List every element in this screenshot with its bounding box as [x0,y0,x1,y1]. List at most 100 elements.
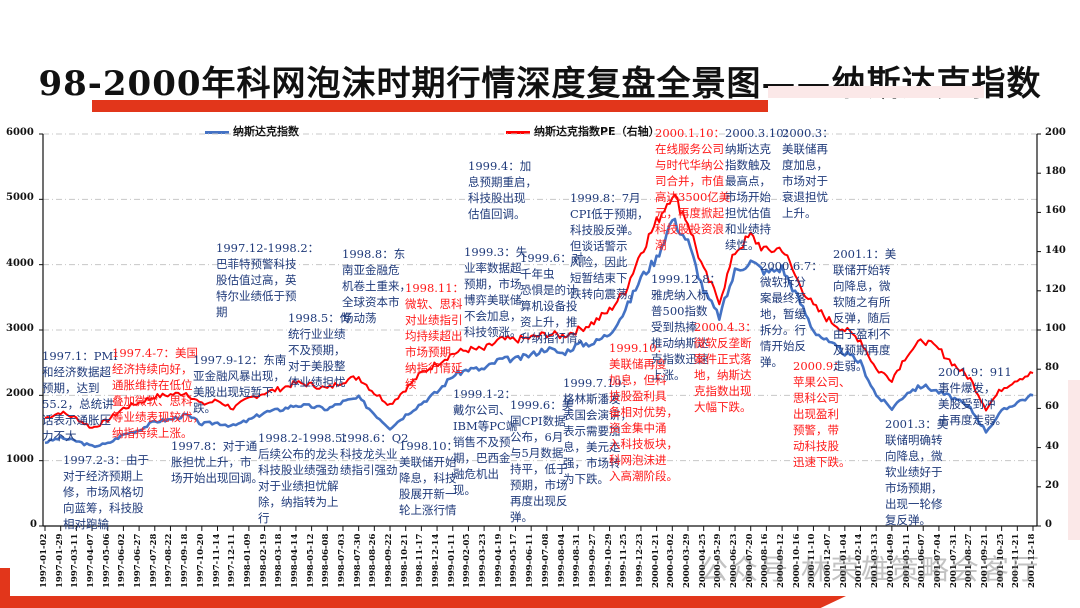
x-tick-label: 1999-11-25 [619,533,630,588]
x-tick-label: 1998-03-18 [274,533,285,588]
x-tick-label: 1997-01-29 [54,533,65,588]
legend-label: 纳斯达克指数PE（右轴） [534,125,660,138]
annotation-a4: 1997.8：对于通 胀担忧上升，市 场开始出现回调。 [171,439,263,485]
annotation-a25: 2000.4.3： 微软反垄断 案件正式落 地，纳斯达 克指数出现 大幅下跌。 [694,320,757,414]
x-tick-label: 1999-03-23 [478,533,489,588]
x-tick-label: 1998-12-14 [431,533,442,588]
x-tick-label: 1999-08-31 [572,533,583,588]
x-tick-label: 1998-05-12 [305,533,316,588]
annotation-a26: 2000.6.7： 微软拆分 案最终落 地，暂缓 拆分。行 情开始反 弹。 [760,259,823,369]
x-tick-label: 1998-07-30 [352,533,363,588]
x-tick-label: 1999-10-29 [603,533,614,588]
title-underline-bar [92,100,768,112]
x-tick-label: 1999-12-23 [634,533,645,588]
y-tick-label-right: 20 [1045,479,1059,491]
annotation-a30: 2001.9：911 事件爆发， 美股受到冲 击再度走弱。 [938,365,1012,427]
y-tick-label-right: 180 [1045,166,1066,178]
y-tick-label-right: 200 [1045,127,1066,138]
annotation-a19: 1999.8：7月 CPI低于预期， 科技股反弹。 但谈话警示 风险，因此 短暂… [570,191,649,301]
y-tick-label: 4000 [6,257,34,269]
x-tick-label: 1998-11-17 [415,533,426,588]
x-tick-label: 1999-07-08 [540,533,551,588]
annotation-a29: 2001.3：美 联储明确转 向降息，微 软业绩好于 市场预期， 出现一轮修 复… [885,417,949,527]
annotation-a10: 1998.8：东 南亚金融危 机卷土重来， 全球资本市 场动荡 [342,247,411,325]
x-tick-label: 1998-04-14 [289,533,300,588]
annotation-a18: 1999.7.19： 格林斯潘发 表国会演讲， 表示需要加 息，美元走 强，市场… [563,376,634,486]
x-tick-label: 1999-01-11 [446,533,457,588]
watermark: 公众号·林荣雄策略会客厅 [700,553,1041,586]
annotation-a3: 1997.4-7：美国 经济持续向好， 通胀维持在低位 叠加微软、思科 等业绩表… [112,346,204,440]
y-tick-label: 5000 [6,192,34,204]
y-tick-label: 2000 [6,388,34,400]
y-tick-label: 0 [30,519,37,530]
x-tick-label: 1997-06-02 [117,533,128,588]
x-tick-label: 2000-03-29 [681,533,692,588]
y-tick-label-right: 140 [1045,244,1066,256]
x-tick-label: 1997-04-07 [86,533,97,588]
bottom-accent-bar [0,596,846,608]
corner-decoration [0,568,10,608]
annotation-a8: 1998.5：传 统行业业绩 不及预期， 对于美股整 体业绩担忧 [288,311,352,389]
x-tick-label: 1998-06-08 [321,533,332,588]
annotation-a22: 2000.1.10： 在线服务公司 与时代华纳公 司合并，市值 高达3500亿美… [655,126,731,252]
x-tick-label: 1998-09-22 [384,533,395,588]
y-tick-label: 1000 [6,453,34,465]
x-tick-label: 1997-12-11 [227,533,238,588]
title-fade-bar [768,86,984,98]
x-tick-label: 1999-08-04 [556,533,567,588]
legend-swatch-red [506,130,530,134]
legend-swatch-blue [205,130,229,134]
y-tick-label-right: 160 [1045,205,1066,217]
y-tick-label: 3000 [6,323,34,334]
x-tick-label: 1997-07-28 [148,533,159,588]
x-tick-label: 2000-01-21 [650,533,661,588]
y-tick-label-right: 120 [1045,283,1066,295]
annotation-a23: 2000.3.10： 纳斯达克 指数触及 最高点， 市场开始 担忧估值 和业绩持… [725,126,796,252]
legend-item-nasdaq: 纳斯达克指数 [205,123,299,139]
x-tick-label: 1997-10-20 [195,533,206,588]
x-tick-label: 1997-03-11 [70,533,81,588]
annotation-a11: 1998.10： 美联储开始 降息，科技 股展开新一 轮上涨行情 [399,439,459,517]
x-tick-label: 1999-09-27 [587,533,598,588]
annotation-a1: 1997.1：PMI 和经济数据超 预期，达到 55.2，总统讲 话表示通胀压 … [42,349,118,443]
x-tick-label: 1997-05-06 [101,533,112,588]
annotation-a28: 2001.1：美 联储开始转 向降息，微 软随之有所 反弹，随后 由于盈利不 及… [833,247,897,373]
annotation-a20: 1999.10： 美联储再度 加息，但科 技股盈利具 备相对优势， 资金集中涌 … [609,341,678,483]
annotation-a24: 2000.3： 美联储再 度加息， 市场对于 衰退担忧 上升。 [782,126,834,220]
annotation-a17: 1999.6：对 千年虫 恐惧是的计 算机设备投 资上升，推 升纳指行情。 [520,251,589,345]
x-tick-label: 2000-03-02 [666,533,677,588]
x-tick-label: 1997-11-14 [211,533,222,588]
y-tick-label-right: 40 [1045,440,1059,452]
annotation-a12: 1998.11： 微软、思科 对业绩指引 均持续超出 市场预期， 纳指行情延 续 [405,281,465,391]
annotation-a5: 1997.9-12：东南 亚金融风暴出现， 美股出现短暂下 跌。 [193,353,287,415]
annotation-a6: 1997.12-1998.2： 巴菲特预警科技 股估值过高，英 特尔业绩低于预 … [216,241,320,319]
x-tick-label: 1999-05-17 [509,533,520,588]
annotation-a2: 1997.2-3：由于 对于经济预期上 修，市场风格切 向蓝筹，科技股 相对跑输 [63,453,149,531]
legend-item-pe: 纳斯达克指数PE（右轴） [506,123,660,139]
x-tick-label: 1998-10-21 [399,533,410,588]
x-tick-label: 1999-02-05 [462,533,473,588]
annotation-a14: 1999.3：失 业率数据超 预期，市场 博弈美联储 不会加息， 科技领涨。 [464,245,528,339]
annotation-a7: 1998.2-1998.5： 后续公布的龙头 科技股业绩强劲 对于业绩担忧解 除… [258,431,354,525]
x-tick-label: 1998-07-03 [336,533,347,588]
y-tick-label-right: 0 [1045,519,1052,530]
x-tick-label: 1997-01-02 [39,533,49,588]
x-tick-label: 1997-06-27 [133,533,144,588]
x-tick-label: 1999-06-11 [525,533,536,588]
legend-label: 纳斯达克指数 [233,125,299,138]
y-tick-label-right: 60 [1045,401,1059,413]
annotation-a9: 1998.6：Q2 科技龙头业 绩指引强劲 [340,431,409,477]
x-tick-label: 1999-04-19 [493,533,504,588]
y-tick-label-right: 100 [1045,323,1066,334]
x-tick-label: 1998-02-19 [258,533,269,588]
x-tick-label: 1998-08-26 [368,533,379,588]
nasdaq-pe-line [44,193,1034,429]
right-fade-decoration [1068,380,1080,540]
annotation-a13: 1999.1-2： 戴尔公司、 IBM等PC端 销售不及预 期，巴西金 融危机出… [453,387,518,497]
x-tick-label: 1998-01-09 [242,533,253,588]
y-tick-label: 6000 [6,127,34,138]
annotation-a16: 1999.6：美 国CPI数据 公布，6月 与5月数据 持平，低于 预期，市场 … [510,398,574,524]
annotation-a21: 1999.12.8： 雅虎纳入标 普500指数 受到热捧 推动纳斯达 克指数迅速… [651,272,722,382]
annotation-a15: 1999.4：加 息预期重启， 科技股出现 估值回调。 [468,159,537,221]
